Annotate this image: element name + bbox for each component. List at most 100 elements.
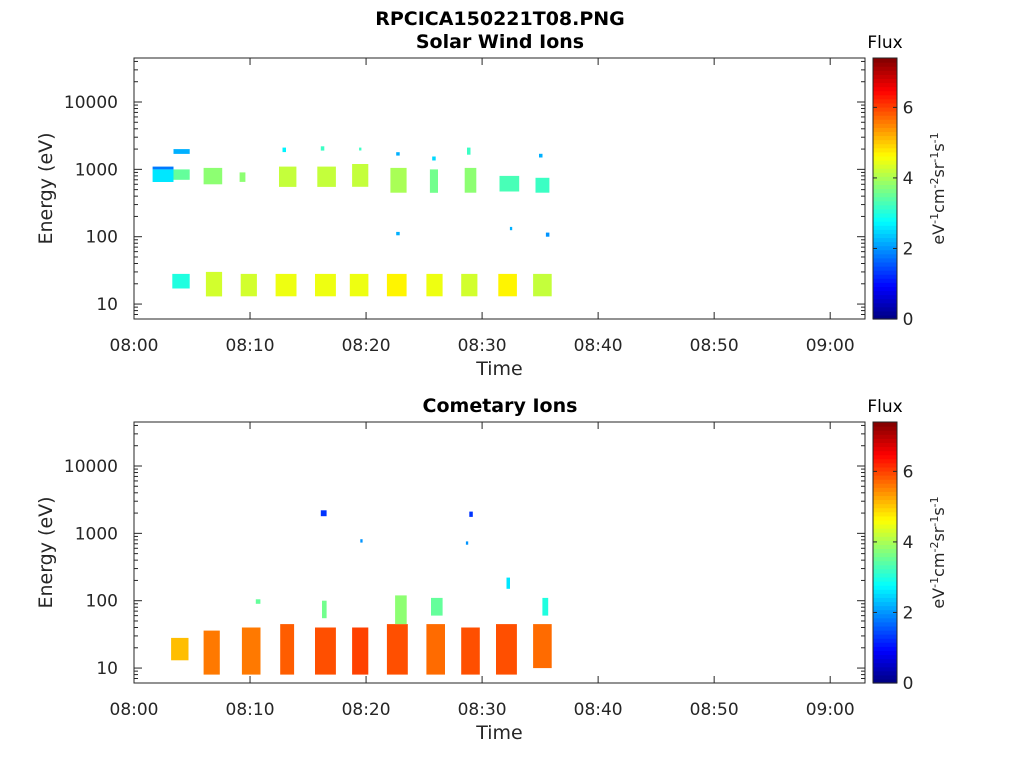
colorbar-segment [873,470,897,476]
colorbar-segment [873,261,897,267]
colorbar-segment [873,462,897,468]
x-tick-label: 08:40 [574,336,623,356]
colorbar-segment [873,430,897,435]
colorbar-segment [873,270,897,275]
colorbar-segment [873,442,897,448]
colorbar-segment [873,217,897,222]
colorbar-segment [873,66,897,71]
colorbar-segment [873,528,897,533]
colorbar-segment [873,168,897,173]
colorbar-segment [873,196,897,202]
figure-title: RPCICA150221T08.PNG [375,8,625,30]
y-tick-label: 10000 [64,457,118,477]
colorbar-tick-label: 4 [903,169,914,189]
colorbar-segment [873,184,897,190]
colorbar-segment [873,70,897,75]
colorbar-segment [873,176,897,181]
colorbar-segment [873,601,897,607]
flux-cell [533,624,552,669]
flux-cell [426,273,443,297]
colorbar-segment [873,200,897,206]
flux-cell [464,167,477,193]
flux-cell [320,146,325,151]
colorbar-segment [873,585,897,590]
flux-cell [396,231,400,236]
x-tick-label: 08:10 [226,700,275,720]
flux-cell [205,271,223,297]
flux-cell [173,169,190,180]
colorbar-segment [873,192,897,198]
colorbar-segment [873,589,897,594]
colorbar-segment [873,458,897,464]
flux-cell [203,167,223,185]
colorbar-segment [873,94,897,100]
flux-cell [282,147,286,153]
flux-cell [542,597,549,616]
colorbar-segment [873,286,897,292]
colorbar-segment [873,495,897,501]
flux-cell [315,627,336,675]
colorbar-tick-label: 4 [903,533,914,553]
colorbar-segment [873,98,897,104]
flux-cell [431,597,443,616]
colorbar-segment [873,532,897,537]
flux-cell [171,637,189,661]
colorbar-segment [873,540,897,545]
colorbar-segment [873,106,897,112]
flux-cell [467,147,471,155]
y-axis-label: Energy (eV) [35,132,57,244]
flux-cell [349,273,369,297]
x-tick-label: 08:50 [690,336,739,356]
flux-cell [275,273,297,297]
colorbar-segment [873,147,897,153]
spectrogram-data [171,510,552,675]
y-tick-label: 1000 [75,160,118,180]
colorbar-tick-label: 6 [903,462,914,482]
panel-title: Cometary Ions [423,395,578,417]
colorbar-segment [873,143,897,149]
colorbar-unit-label: eV-1cm-2sr-1s-1 [928,496,949,608]
colorbar-segment [873,658,897,664]
colorbar-segment [873,629,897,635]
colorbar-segment [873,438,897,443]
colorbar-segment [873,515,897,521]
colorbar-segment [873,229,897,234]
colorbar-segment [873,314,897,320]
colorbar-segment [873,454,897,460]
colorbar-unit-label: eV-1cm-2sr-1s-1 [928,132,949,244]
colorbar-segment [873,135,897,141]
colorbar-segment [873,127,897,133]
colorbar-segment [873,544,897,550]
colorbar-segment [873,225,897,230]
flux-cell [240,273,257,297]
flux-cell [360,539,363,543]
colorbar-segment [873,62,897,67]
flux-cell [317,166,336,187]
colorbar-segment [873,180,897,186]
colorbar: 0 2 4 6 Flux eV-1cm-2sr-1s-1 [867,33,948,330]
colorbar-tick-label: 2 [903,239,914,259]
colorbar-segment [873,274,897,279]
flux-cell [535,177,550,193]
flux-cell [255,599,261,604]
colorbar-segment [873,605,897,611]
flux-cell [352,627,369,675]
colorbar-tick-label: 0 [903,310,914,330]
flux-cell [352,164,369,187]
x-tick-label: 08:50 [690,700,739,720]
spectrogram-data [152,146,552,297]
flux-cell [315,273,336,297]
x-tick-label: 08:30 [458,700,507,720]
x-tick-label: 08:40 [574,700,623,720]
colorbar-segment [873,511,897,517]
flux-cell [461,273,478,297]
flux-cell [322,600,327,619]
flux-cell [152,166,174,170]
colorbar-segment [873,491,897,497]
colorbar-frame [872,57,898,320]
colorbar-segment [873,237,897,243]
colorbar-segment [873,159,897,165]
colorbar-title: Flux [867,33,902,53]
colorbar-segment [873,597,897,603]
